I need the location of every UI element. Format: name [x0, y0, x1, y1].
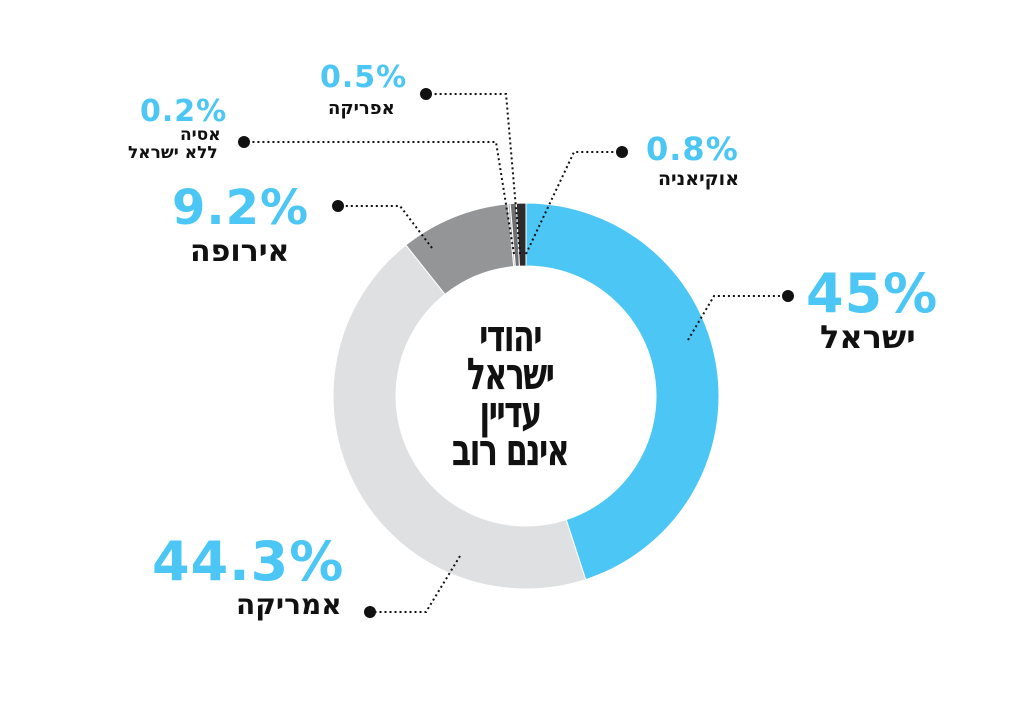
chart-title-line-1: יהודי — [479, 311, 542, 362]
leader-dot-2 — [332, 200, 344, 212]
data-label-israel-percent: 45% — [806, 262, 939, 325]
slice-1 — [332, 244, 587, 590]
leader-line-4 — [428, 93, 521, 255]
data-label-oceania-percent: 0.8% — [646, 130, 739, 168]
chart-title-line-2: ישראל — [466, 349, 555, 400]
leader-dot-3 — [238, 136, 250, 148]
leader-line-1 — [372, 555, 461, 613]
data-label-america-name: אמריקה — [236, 588, 342, 621]
data-label-israel-name: ישראל — [820, 318, 916, 356]
leader-line-0 — [687, 295, 786, 341]
leader-dot-4 — [420, 88, 432, 100]
data-label-asia-percent: 0.2% — [140, 94, 228, 129]
data-label-asia-name-line-2: ללא ישראל — [128, 143, 218, 163]
leader-dot-1 — [364, 606, 376, 618]
data-label-europe-percent: 9.2% — [172, 180, 310, 236]
data-label-america-percent: 44.3% — [152, 530, 345, 593]
leader-line-3 — [246, 141, 515, 255]
leader-dot-0 — [782, 290, 794, 302]
data-label-oceania-name: אוקיאניה — [658, 168, 740, 190]
data-label-africa-percent: 0.5% — [320, 60, 408, 95]
chart-title-line-3: עדיין — [479, 387, 542, 438]
slice-5 — [515, 202, 527, 267]
slice-0 — [525, 202, 720, 581]
data-label-asia-name-line-1: אסיה — [180, 125, 221, 145]
chart-title: יהודי ישראל עדיין אינם רוב — [410, 311, 610, 476]
chart-title-line-4: אינם רוב — [451, 425, 570, 476]
data-label-europe-name: אירופה — [190, 234, 290, 269]
leader-dot-5 — [616, 146, 628, 158]
data-label-africa-name: אפריקה — [328, 98, 395, 119]
